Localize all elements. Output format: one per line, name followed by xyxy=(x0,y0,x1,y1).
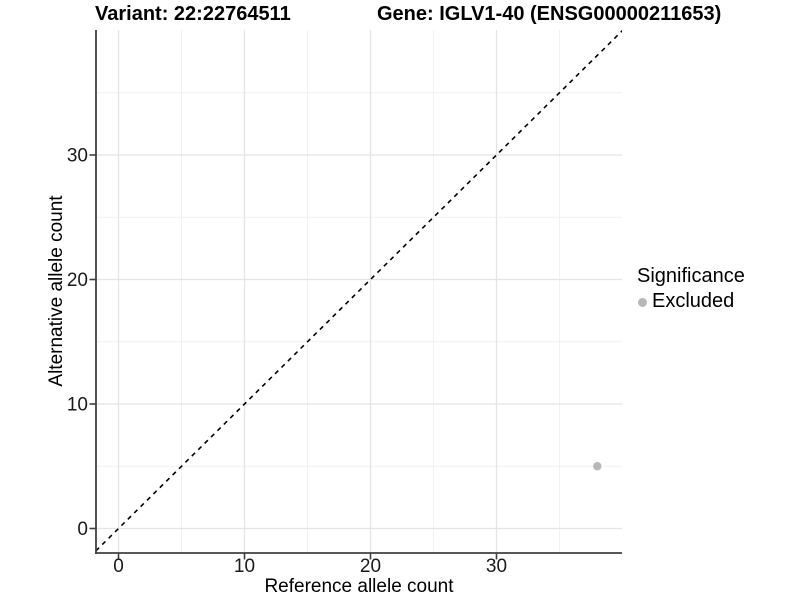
variant-title: Variant: 22:22764511 xyxy=(95,3,291,25)
legend-entry: Excluded xyxy=(637,290,745,313)
x-tick-label: 10 xyxy=(234,556,255,577)
gene-title: Gene: IGLV1-40 (ENSG00000211653) xyxy=(377,3,722,25)
data-point xyxy=(593,462,602,471)
legend: Significance Excluded xyxy=(637,265,745,313)
x-tick-label: 20 xyxy=(360,556,381,577)
x-tick-label: 30 xyxy=(486,556,507,577)
y-tick-label: 20 xyxy=(67,270,88,291)
legend-entry-label: Excluded xyxy=(652,290,735,312)
legend-point-icon xyxy=(638,297,647,307)
legend-title: Significance xyxy=(637,265,745,287)
y-tick-label: 0 xyxy=(77,519,88,540)
identity-dashed-line xyxy=(96,30,622,552)
x-axis-title: Reference allele count xyxy=(264,576,454,597)
y-tick-label: 10 xyxy=(67,395,88,416)
y-axis-title: Alternative allele count xyxy=(46,195,67,387)
x-tick-label: 0 xyxy=(113,556,124,577)
y-tick-label: 30 xyxy=(67,146,88,167)
